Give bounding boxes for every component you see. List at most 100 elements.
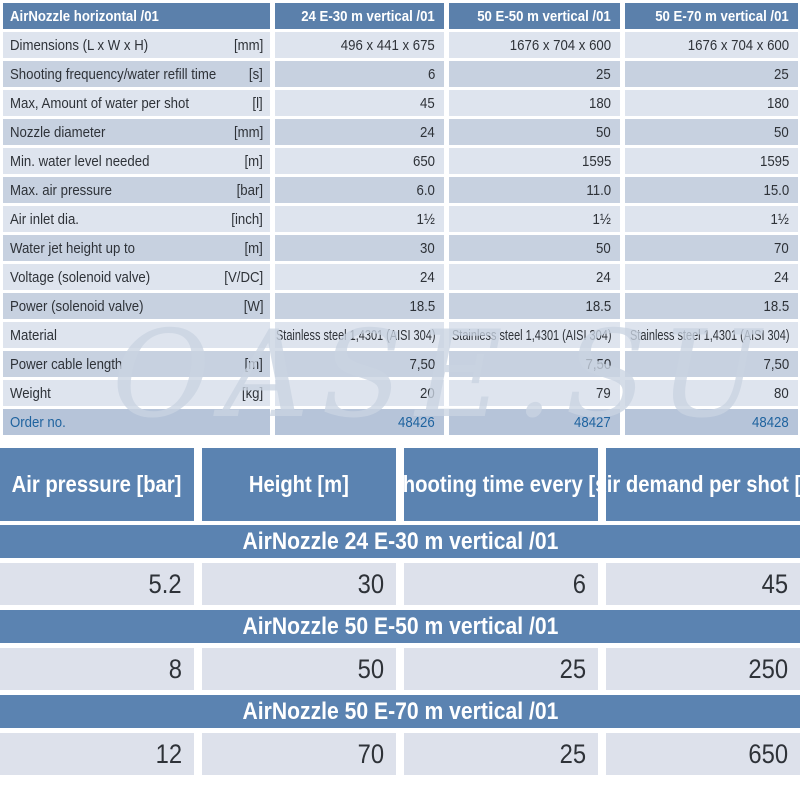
spec-row-unit: [m] — [244, 152, 263, 170]
spec-cell-col3: Stainless steel 1,4301 (AISI 304) — [625, 322, 798, 348]
pressure-cell-col4-text: 650 — [748, 738, 788, 769]
spec-cell-col3-text: 48428 — [752, 413, 789, 431]
spec-header-model-3-text: 50 E-70 m vertical /01 — [655, 7, 789, 25]
spec-cell-col2-text: 24 — [596, 268, 611, 286]
pressure-cell-col2: 70 — [202, 733, 396, 775]
spec-cell-col3-text: 180 — [766, 94, 789, 112]
spec-cell-col1: 24 — [275, 119, 444, 145]
spec-cell-col1: 1½ — [275, 206, 444, 232]
spec-row-unit: [W] — [243, 297, 263, 315]
spec-cell-col3-text: 1676 x 704 x 600 — [687, 36, 789, 54]
spec-cell-col1: Stainless steel 1,4301 (AISI 304) — [275, 322, 444, 348]
spec-cell-col1-text: 18.5 — [409, 297, 435, 315]
pressure-cell-col3-text: 25 — [559, 738, 586, 769]
spec-row-label: Voltage (solenoid valve) [V/DC] — [3, 264, 270, 290]
spec-cell-col2-text: 1676 x 704 x 600 — [509, 36, 611, 54]
pressure-table-header-row: Air pressure [bar] Height [m] Shooting tim… — [0, 448, 800, 521]
spec-cell-col1-text: 6.0 — [416, 181, 435, 199]
pressure-cell-col2-text: 50 — [357, 653, 384, 684]
spec-header-model-3: 50 E-70 m vertical /01 — [625, 3, 798, 29]
pressure-cell-col3-text: 6 — [572, 568, 586, 599]
spec-cell-col2: Stainless steel 1,4301 (AISI 304) — [449, 322, 620, 348]
spec-cell-col2: 25 — [449, 61, 620, 87]
spec-row-label: Power (solenoid valve) [W] — [3, 293, 270, 319]
spec-row-label-text: Power cable length — [10, 355, 123, 373]
spec-row-label-text: Water jet height up to — [10, 239, 135, 257]
spec-header-model-2: 50 E-50 m vertical /01 — [449, 3, 620, 29]
pressure-cell-col1: 5.2 — [0, 563, 194, 605]
spec-cell-col3: 50 — [625, 119, 798, 145]
spec-cell-col2: 180 — [449, 90, 620, 116]
spec-cell-col2-text: 50 — [596, 239, 611, 257]
pressure-section-title: AirNozzle 50 E-70 m vertical /01 — [0, 695, 800, 728]
spec-cell-col1-text: 45 — [420, 94, 435, 112]
pressure-cell-col3: 25 — [404, 648, 598, 690]
spec-cell-col1: 650 — [275, 148, 444, 174]
spec-row-label-text: Nozzle diameter — [10, 123, 106, 141]
pressure-data-row: 12 70 25 650 — [0, 733, 800, 775]
spec-cell-col2: 1595 — [449, 148, 620, 174]
spec-cell-col3: 15.0 — [625, 177, 798, 203]
pressure-cell-col1-text: 8 — [168, 653, 182, 684]
spec-cell-col3: 24 — [625, 264, 798, 290]
spec-row-label: Order no. — [3, 409, 270, 435]
spec-row-label-text: Shooting frequency/water refill time — [10, 65, 217, 83]
pressure-table-sections: AirNozzle 24 E-30 m vertical /01 5.2 30 6 45… — [0, 525, 800, 775]
pressure-header-col1: Air pressure [bar] — [0, 448, 194, 521]
pressure-section-title: AirNozzle 24 E-30 m vertical /01 — [0, 525, 800, 558]
spec-row-label: Max. air pressure [bar] — [3, 177, 270, 203]
pressure-data-row: 5.2 30 6 45 — [0, 563, 800, 605]
spec-row-label-text: Air inlet dia. — [10, 210, 79, 228]
pressure-header-col4: Air demand per shot [l] — [606, 448, 800, 521]
pressure-cell-col4-text: 45 — [761, 568, 788, 599]
spec-cell-col3-text: 70 — [774, 239, 789, 257]
spec-cell-col1: 6.0 — [275, 177, 444, 203]
spec-cell-col3: 80 — [625, 380, 798, 406]
spec-cell-col3-text: 80 — [774, 384, 789, 402]
spec-cell-col2: 1½ — [449, 206, 620, 232]
spec-row-unit: [l] — [252, 94, 263, 112]
pressure-section-title-text: AirNozzle 50 E-50 m vertical /01 — [242, 612, 558, 640]
pressure-cell-col4-text: 250 — [748, 653, 788, 684]
spec-cell-col1-text: Stainless steel 1,4301 (AISI 304) — [275, 326, 435, 344]
spec-cell-col2: 79 — [449, 380, 620, 406]
spec-row-unit: [kg] — [241, 384, 263, 402]
spec-cell-col3-text: 15.0 — [763, 181, 789, 199]
spec-cell-col3: 70 — [625, 235, 798, 261]
spec-cell-col3-text: 1595 — [759, 152, 789, 170]
spec-row-unit: [V/DC] — [224, 268, 263, 286]
spec-cell-col1: 18.5 — [275, 293, 444, 319]
spec-cell-col1: 48426 — [275, 409, 444, 435]
spec-row-unit: [bar] — [236, 181, 263, 199]
pressure-table: Air pressure [bar] Height [m] Shooting tim… — [0, 448, 800, 775]
spec-header-model-1: 24 E-30 m vertical /01 — [275, 3, 444, 29]
pressure-cell-col2-text: 30 — [357, 568, 384, 599]
spec-cell-col1-text: 1½ — [416, 210, 435, 228]
spec-cell-col1-text: 48426 — [398, 413, 435, 431]
pressure-section-title: AirNozzle 50 E-50 m vertical /01 — [0, 610, 800, 643]
pressure-cell-col1-text: 12 — [155, 738, 182, 769]
spec-cell-col2: 7,50 — [449, 351, 620, 377]
pressure-header-col3-text: Shooting time every [s] — [404, 470, 598, 497]
spec-cell-col2-text: 7,50 — [585, 355, 611, 373]
spec-cell-col2-text: Stainless steel 1,4301 (AISI 304) — [451, 326, 611, 344]
spec-row-label: Min. water level needed [m] — [3, 148, 270, 174]
spec-row-label-text: Max. air pressure — [10, 181, 112, 199]
spec-cell-col1-text: 30 — [420, 239, 435, 257]
spec-cell-col3-text: 1½ — [770, 210, 789, 228]
spec-cell-col2: 50 — [449, 235, 620, 261]
spec-row-unit: [s] — [249, 65, 263, 83]
spec-row-unit: [inch] — [231, 210, 263, 228]
spec-row-label-text: Min. water level needed — [10, 152, 150, 170]
spec-cell-col1: 45 — [275, 90, 444, 116]
spec-cell-col1-text: 650 — [412, 152, 435, 170]
spec-cell-col1-text: 24 — [420, 123, 435, 141]
spec-cell-col2-text: 11.0 — [586, 181, 611, 199]
spec-cell-col3-text: 7,50 — [763, 355, 789, 373]
spec-cell-col1-text: 6 — [427, 65, 435, 83]
spec-row-label: Shooting frequency/water refill time [s] — [3, 61, 270, 87]
spec-cell-col1: 20 — [275, 380, 444, 406]
spec-cell-col2-text: 50 — [596, 123, 611, 141]
spec-row-label: Weight [kg] — [3, 380, 270, 406]
